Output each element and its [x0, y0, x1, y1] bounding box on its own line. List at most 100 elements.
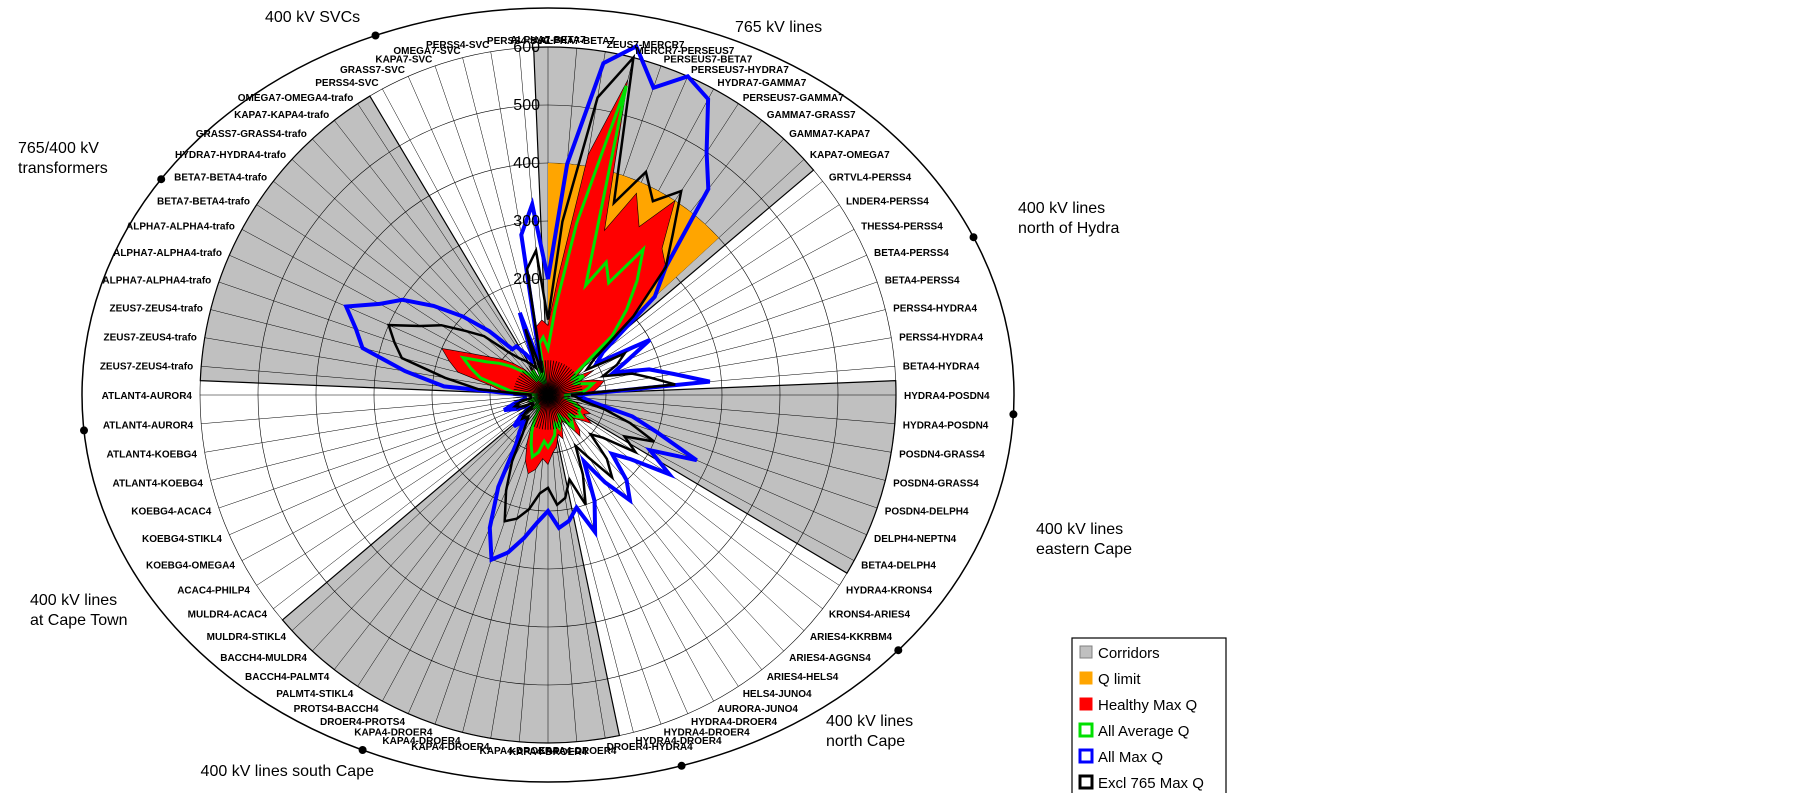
- category-label: ATLANT4-AUROR4: [103, 420, 194, 431]
- hub-spoke-47: [524, 394, 549, 421]
- spoke-55: [204, 394, 549, 453]
- category-label: GRASS7-SVC: [340, 65, 405, 76]
- category-label: HYDRA4-DROER4: [691, 717, 778, 728]
- category-label: ATLANT4-KOEBG4: [107, 450, 198, 461]
- group-label-1: 400 kV lines: [1018, 200, 1105, 217]
- series-all-max-q: [343, 43, 711, 563]
- category-label: ZEUS7-ZEUS4-trafo: [110, 304, 203, 315]
- hub-spoke-69: [528, 365, 549, 396]
- hub-spoke-46: [526, 394, 549, 423]
- hub-spoke-37: [547, 394, 552, 430]
- category-label: ALPHA7-BETA7: [510, 35, 586, 46]
- spoke-43: [407, 394, 549, 714]
- category-label: POSDN4-DELPH4: [885, 507, 969, 518]
- hub-spoke-27: [547, 394, 576, 417]
- hub-spoke-25: [547, 394, 579, 412]
- category-label: KAPA7-SVC: [375, 54, 432, 65]
- hub-spoke-49: [520, 394, 549, 417]
- hub-spoke-20: [547, 394, 583, 399]
- boundary-arrow-0: [371, 31, 380, 40]
- hub-spoke-56: [513, 394, 549, 399]
- category-label: MULDR4-ACAC4: [188, 610, 268, 621]
- hub-spoke-5: [547, 362, 563, 396]
- category-label: ALPHA7-ALPHA4-trafo: [102, 275, 211, 286]
- hub-spoke-53: [514, 394, 549, 407]
- hub-spoke-42: [536, 394, 549, 429]
- category-label: KAPA4-DROER4: [538, 746, 617, 757]
- hub-spoke-35: [547, 394, 557, 429]
- spoke-66: [291, 159, 549, 396]
- category-label: PERSS4-HYDRA4: [893, 304, 977, 315]
- category-label: PERSEUS7-HYDRA7: [691, 65, 789, 76]
- hub-spoke-48: [522, 394, 549, 419]
- spoke-17: [547, 337, 892, 396]
- spoke-48: [291, 394, 549, 631]
- hub-spoke-2: [547, 360, 555, 396]
- legend-label-4: All Max Q: [1098, 749, 1163, 766]
- spoke-35: [547, 394, 634, 733]
- category-label: PERSEUS7-BETA7: [664, 54, 753, 65]
- hub-spoke-31: [547, 394, 568, 425]
- spoke-36: [547, 394, 606, 739]
- spoke-46: [334, 394, 549, 670]
- outer-ellipse: [81, 7, 1015, 783]
- group-label-line2-3: north Cape: [826, 733, 905, 750]
- hub-spoke-44: [531, 394, 549, 426]
- category-label: HYDRA4-KRONS4: [846, 586, 933, 597]
- hub-spoke-18: [547, 391, 583, 396]
- spoke-44: [382, 394, 549, 702]
- hub-spoke-7: [547, 365, 568, 396]
- category-label: BETA4-PERSS4: [885, 275, 960, 286]
- category-label: GAMMA7-GRASS7: [767, 110, 856, 121]
- category-label: OMEGA7-SVC: [393, 46, 460, 57]
- category-label: ALPHA7-ALPHA4-trafo: [113, 248, 222, 259]
- legend-swatch-0: [1079, 645, 1093, 659]
- tick-label-300: 300: [513, 213, 540, 230]
- category-label: BETA7-BETA4-trafo: [157, 196, 250, 207]
- legend-swatch-1: [1079, 671, 1093, 685]
- hub-spoke-71: [533, 362, 549, 396]
- hub-spoke-29: [547, 394, 572, 421]
- category-label: LNDER4-PERSS4: [846, 196, 929, 207]
- category-label: HYDRA4-DROER4: [664, 728, 751, 739]
- category-label: ARIES4-KKRBM4: [810, 632, 893, 643]
- category-label: BETA4-PERSS4: [874, 248, 949, 259]
- category-label: PROTS4-BACCH4: [294, 704, 379, 715]
- series-layer: [343, 43, 719, 563]
- group-label-0: 765 kV lines: [735, 19, 822, 36]
- category-label: MULDR4-STIKL4: [207, 632, 287, 643]
- series-excl-765-max-q: [386, 53, 683, 523]
- hub-spoke-4: [547, 361, 560, 396]
- boundary-arrow-3: [894, 646, 903, 655]
- hub-spoke-12: [547, 375, 578, 396]
- category-label: HYDRA7-GAMMA7: [717, 78, 806, 89]
- hub-spoke-54: [514, 394, 549, 404]
- category-label: ALPHA7-ALPHA4-trafo: [126, 222, 235, 233]
- hub-spoke-68: [526, 367, 549, 396]
- hub-spoke-61: [514, 383, 549, 396]
- spoke-34: [547, 394, 662, 725]
- category-label-layer: ALPHA7-BETA7ALPHA7-BETA7ZEUS7-MERCR7MERC…: [100, 35, 990, 758]
- category-label: BETA7-BETA4-trafo: [174, 172, 267, 183]
- category-label: PERSS4-HYDRA4: [899, 332, 983, 343]
- category-label: DELPH4-NEPTN4: [874, 534, 957, 545]
- tick-label-layer: 200 300 400 500 600: [513, 39, 540, 288]
- hub-spoke-59: [513, 388, 549, 396]
- category-label: KAPA4-DROER4: [480, 746, 559, 757]
- category-label: ARIES4-HELS4: [767, 672, 839, 683]
- category-label: DROER4-PROTS4: [320, 717, 405, 728]
- hub-spoke-17: [547, 388, 583, 396]
- hub-spoke-70: [531, 364, 549, 396]
- hub-spoke-1: [547, 360, 552, 396]
- category-label: GRASS7-GRASS4-trafo: [196, 129, 307, 140]
- hub-spoke-30: [547, 394, 570, 423]
- hub-spoke-43: [533, 394, 549, 428]
- category-label: KRONS4-ARIES4: [829, 610, 911, 621]
- boundary-arrow-6: [80, 426, 88, 435]
- category-label: ATLANT4-KOEBG4: [113, 478, 204, 489]
- category-label: GAMMA7-KAPA7: [789, 129, 870, 140]
- hub-spoke-26: [547, 394, 578, 415]
- legend: Corridors Q limit Healthy Max Q All Average…: [1071, 637, 1227, 798]
- category-label: THESS4-PERSS4: [861, 222, 943, 233]
